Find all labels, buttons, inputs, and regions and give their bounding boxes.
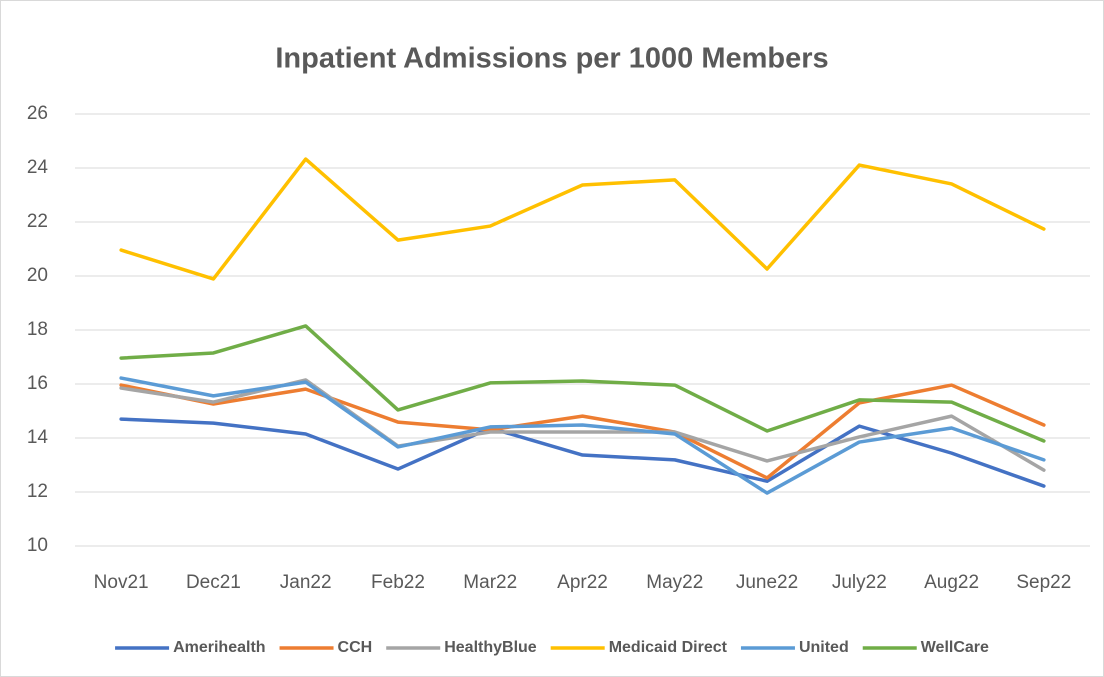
series-line: [119, 157, 1046, 281]
legend-label: HealthyBlue: [444, 639, 537, 656]
x-tick-label: Feb22: [371, 572, 425, 593]
x-tick-label: Jan22: [280, 572, 332, 593]
y-tick-label: 16: [27, 373, 48, 394]
legend-label: CCH: [338, 639, 373, 656]
y-tick-label: 18: [27, 319, 48, 340]
x-tick-label: July22: [832, 572, 887, 593]
y-tick-label: 10: [27, 535, 48, 556]
legend-label: United: [799, 639, 849, 656]
legend-label: Amerihealth: [173, 639, 265, 656]
y-tick-label: 12: [27, 481, 48, 502]
y-tick-label: 24: [27, 157, 49, 178]
x-tick-label: Dec21: [186, 572, 241, 593]
series-line: [119, 324, 1046, 443]
y-tick-label: 20: [27, 265, 48, 286]
series-line: [119, 376, 1046, 495]
x-tick-label: Sep22: [1016, 572, 1071, 593]
x-tick-label: June22: [736, 572, 798, 593]
y-tick-label: 26: [27, 103, 48, 124]
legend-label: WellCare: [921, 639, 989, 656]
series-line: [119, 383, 1046, 480]
y-tick-label: 22: [27, 211, 48, 232]
x-tick-label: May22: [646, 572, 703, 593]
x-tick-label: Nov21: [94, 572, 149, 593]
x-tick-label: Mar22: [463, 572, 517, 593]
x-tick-label: Aug22: [924, 572, 979, 593]
chart-title: Inpatient Admissions per 1000 Members: [275, 43, 828, 75]
y-tick-label: 14: [27, 427, 49, 448]
legend-label: Medicaid Direct: [609, 639, 728, 656]
x-tick-label: Apr22: [557, 572, 608, 593]
series-line: [119, 417, 1046, 488]
